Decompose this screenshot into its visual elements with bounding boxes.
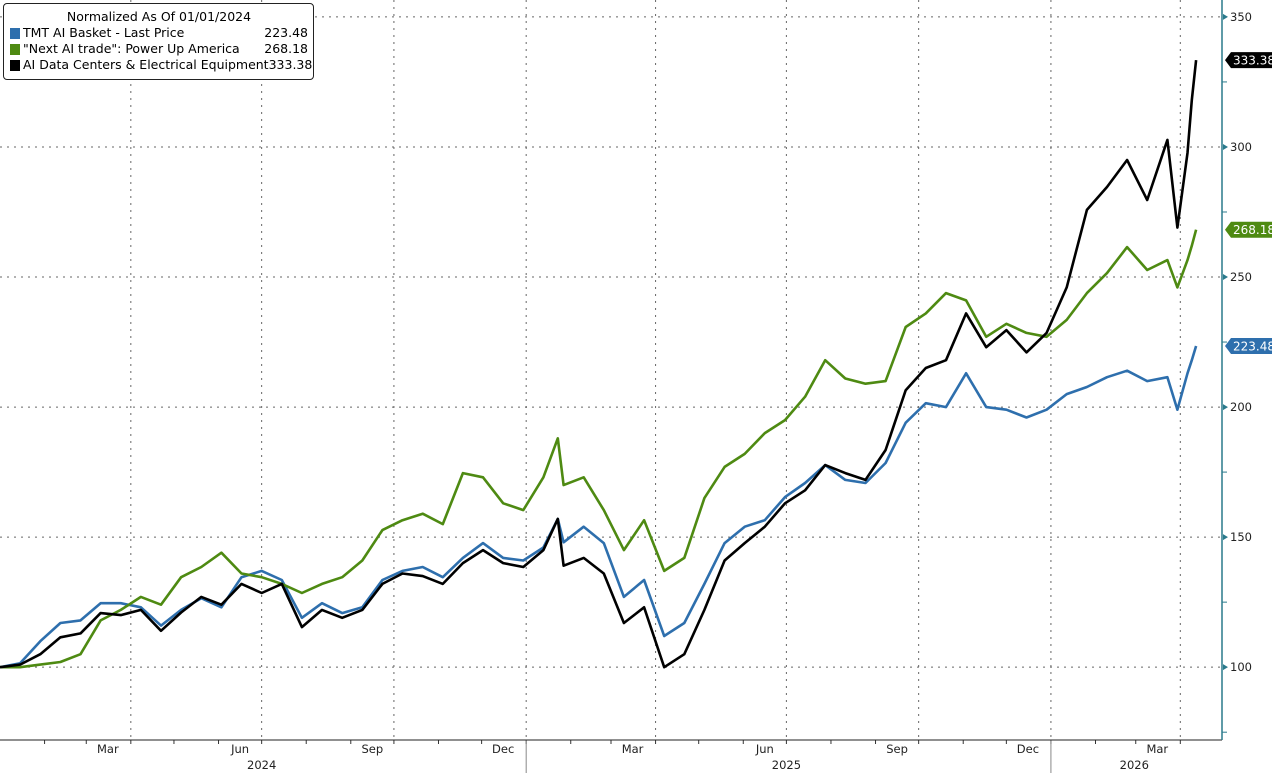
tag-value: 333.38 xyxy=(1233,54,1272,68)
legend-item-tmt-ai-basket: TMT AI Basket - Last Price 223.48 xyxy=(10,25,308,41)
series-lines xyxy=(0,59,1198,669)
legend-item-name: TMT AI Basket - Last Price xyxy=(23,25,185,40)
gridlines xyxy=(0,0,1222,740)
y-tick-label: 200 xyxy=(1230,400,1252,414)
last-value-tag-2: 333.38 xyxy=(1225,52,1272,69)
x-year-label: 2026 xyxy=(1120,758,1149,772)
series-line-1 xyxy=(0,229,1198,669)
y-tick-marker xyxy=(1223,274,1228,281)
y-tick-marker xyxy=(1223,13,1228,20)
x-month-label: Mar xyxy=(1146,742,1168,756)
legend-item-value: 223.48 xyxy=(264,25,308,40)
series-line-2 xyxy=(0,59,1198,669)
legend: Normalized As Of 01/01/2024 TMT AI Baske… xyxy=(3,3,314,80)
legend-item-ai-data-centers: AI Data Centers & Electrical Equipment 3… xyxy=(10,57,312,73)
legend-swatch-blue xyxy=(10,27,20,39)
x-month-label: Mar xyxy=(622,742,644,756)
y-tick-label: 300 xyxy=(1230,140,1252,154)
tag-background xyxy=(1225,337,1272,354)
legend-item-power-up-america: "Next AI trade": Power Up America 268.18 xyxy=(10,41,308,57)
legend-item-name: "Next AI trade": Power Up America xyxy=(23,41,240,56)
x-month-label: Jun xyxy=(230,742,249,756)
y-tick-label: 150 xyxy=(1230,530,1252,544)
x-month-label: Mar xyxy=(97,742,119,756)
legend-swatch-green xyxy=(10,43,20,55)
last-value-tag-0: 223.48 xyxy=(1225,337,1272,354)
tag-background xyxy=(1225,221,1272,238)
x-month-label: Dec xyxy=(492,742,514,756)
x-month-label: Sep xyxy=(362,742,384,756)
tag-background xyxy=(1225,52,1272,69)
tag-value: 268.18 xyxy=(1233,223,1272,237)
legend-item-value: 268.18 xyxy=(264,41,308,56)
legend-item-value: 333.38 xyxy=(268,57,313,72)
tag-value: 223.48 xyxy=(1233,339,1272,353)
legend-swatch-black xyxy=(10,59,20,71)
x-month-label: Dec xyxy=(1017,742,1039,756)
y-tick-marker xyxy=(1223,664,1228,671)
x-month-label: Jun xyxy=(755,742,774,756)
series-line-0 xyxy=(0,345,1198,669)
last-value-tag-1: 268.18 xyxy=(1225,221,1272,238)
last-value-tags: 223.48 268.18 333.38 xyxy=(1225,52,1272,354)
y-tick-label: 250 xyxy=(1230,270,1252,284)
legend-item-name: AI Data Centers & Electrical Equipment xyxy=(23,57,269,72)
y-tick-marker xyxy=(1223,143,1228,150)
y-tick-marker xyxy=(1223,534,1228,541)
x-month-label: Sep xyxy=(886,742,908,756)
x-year-label: 2025 xyxy=(772,758,801,772)
y-tick-label: 100 xyxy=(1230,660,1252,674)
y-tick-marker xyxy=(1223,404,1228,411)
legend-title: Normalized As Of 01/01/2024 xyxy=(66,9,252,24)
x-year-label: 2024 xyxy=(247,758,276,772)
y-tick-label: 350 xyxy=(1230,10,1252,24)
